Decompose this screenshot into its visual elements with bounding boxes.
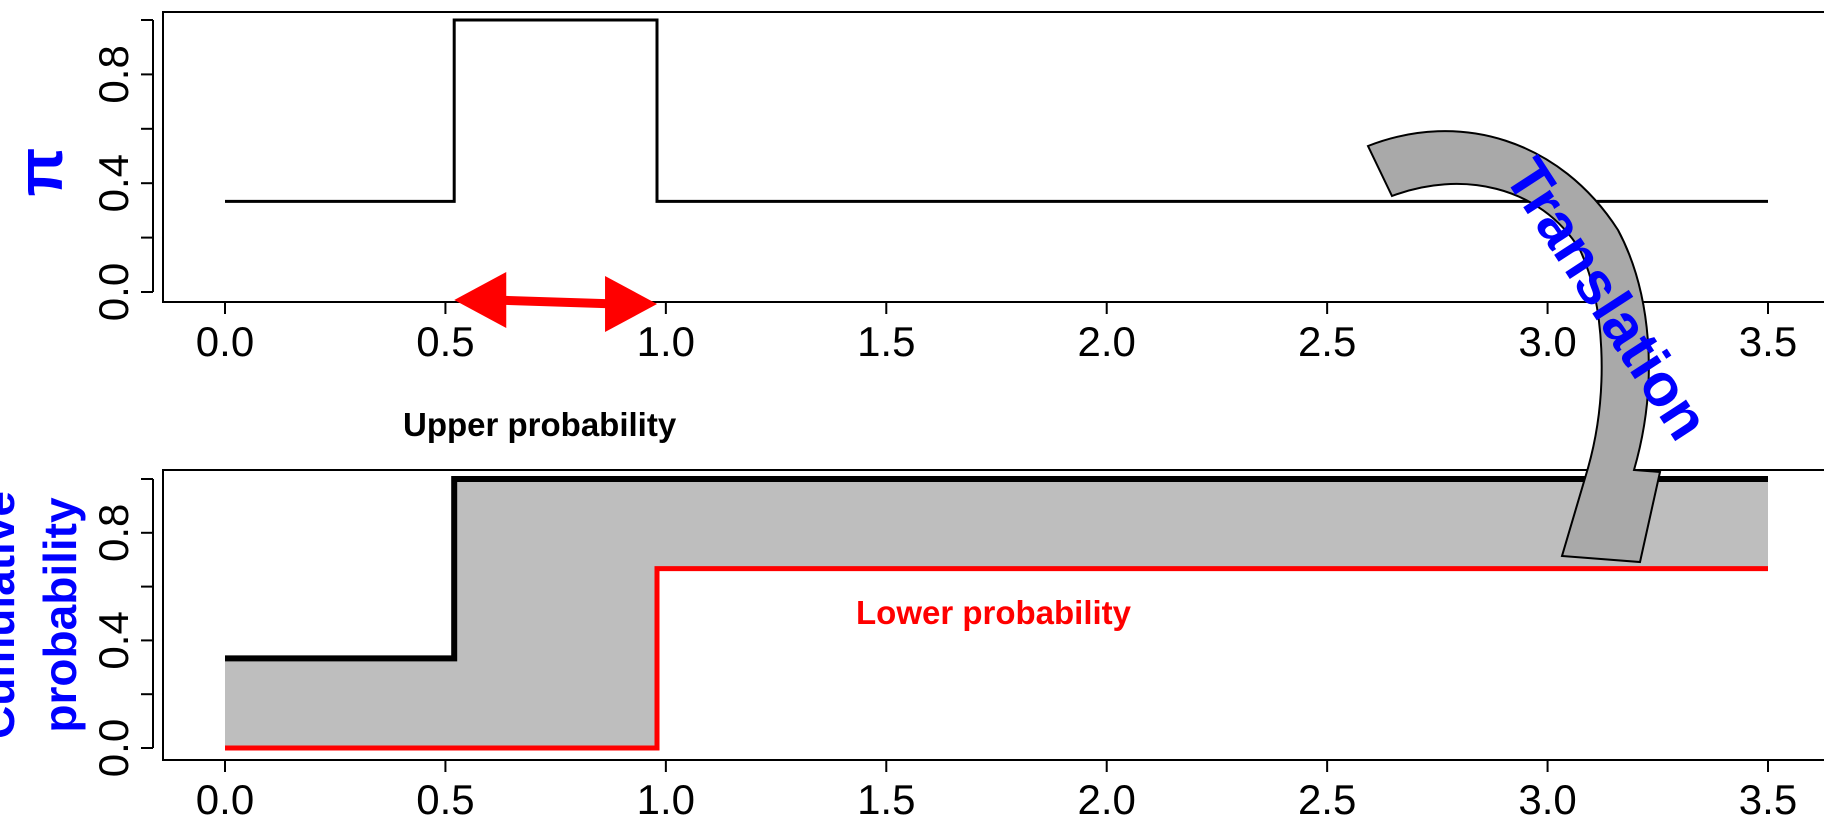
arrow-head-left [454, 272, 507, 328]
bottom-x-tick-label: 1.0 [637, 776, 695, 817]
top-y-tick-label: 0.0 [90, 263, 137, 321]
upper-probability-label: Upper probability [403, 406, 677, 443]
bottom-y-tick-label: 0.4 [90, 611, 137, 669]
bottom-x-tick-label: 3.0 [1518, 776, 1576, 817]
top-x-tick-label: 2.0 [1078, 318, 1136, 365]
bottom-x-tick-label: 0.0 [196, 776, 254, 817]
top-x-tick-label: 1.0 [637, 318, 695, 365]
bottom-ylabel-line1: Cumulative [0, 491, 24, 739]
bottom-y-tick-label: 0.8 [90, 504, 137, 562]
arrow-shaft [494, 295, 618, 309]
bottom-ylabel-line2: probability [34, 497, 86, 733]
top-y-tick-label: 0.4 [90, 154, 137, 212]
top-x-tick-label: 1.5 [857, 318, 915, 365]
top-step-line [225, 18, 1768, 203]
top-plot-frame [162, 11, 1824, 303]
bottom-y-tick-label: 0.0 [90, 719, 137, 777]
top-y-axis: 0.0 0.4 0.8 [90, 19, 154, 321]
bottom-x-tick-label: 2.0 [1078, 776, 1136, 817]
probability-band [225, 479, 1768, 748]
top-panel: 0.0 0.5 1.0 1.5 2.0 2.5 3.0 3.5 0.0 0.4 0.8 [90, 11, 1824, 365]
bottom-x-tick-label: 1.5 [857, 776, 915, 817]
bottom-x-axis: 0.0 0.5 1.0 1.5 2.0 2.5 3.0 3.5 [196, 760, 1797, 817]
bottom-x-tick-label: 0.5 [416, 776, 474, 817]
lower-probability-label: Lower probability [856, 594, 1132, 631]
top-x-tick-label: 3.0 [1518, 318, 1576, 365]
bottom-plot-frame [162, 469, 1824, 761]
top-x-axis: 0.0 0.5 1.0 1.5 2.0 2.5 3.0 3.5 [196, 302, 1797, 365]
bottom-x-tick-label: 3.5 [1739, 776, 1797, 817]
arrow-head-right [605, 276, 658, 332]
top-x-tick-label: 0.5 [416, 318, 474, 365]
top-x-tick-label: 3.5 [1739, 318, 1797, 365]
bottom-y-axis: 0.0 0.4 0.8 [90, 478, 154, 777]
upper-probability-line [225, 476, 1768, 662]
bottom-x-tick-label: 2.5 [1298, 776, 1356, 817]
translation-arrow [1366, 130, 1662, 564]
top-ylabel: π [4, 148, 76, 197]
lower-probability-line [225, 566, 1768, 751]
red-double-arrow [454, 272, 658, 332]
top-x-tick-label: 0.0 [196, 318, 254, 365]
bottom-panel: 0.0 0.5 1.0 1.5 2.0 2.5 3.0 3.5 0.0 0.4 0.8 [90, 469, 1824, 817]
top-x-tick-label: 2.5 [1298, 318, 1356, 365]
top-y-tick-label: 0.8 [90, 45, 137, 103]
